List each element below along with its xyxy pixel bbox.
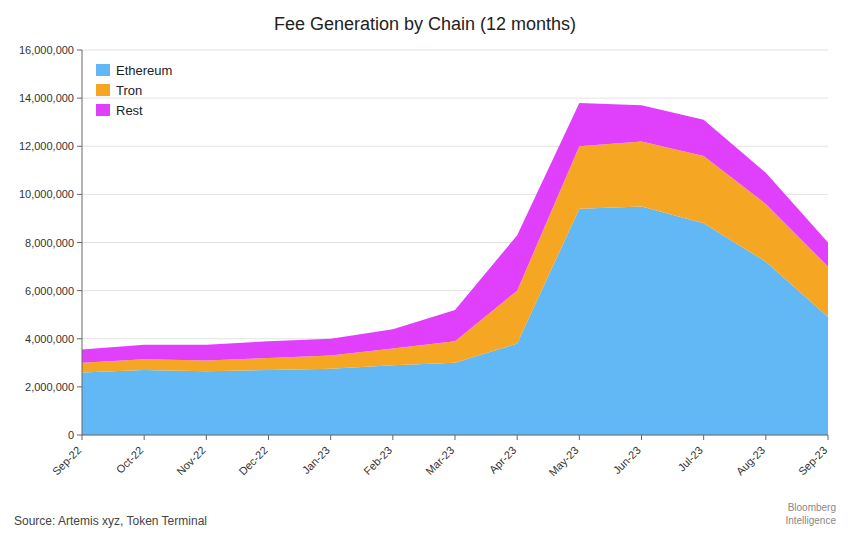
y-tick bbox=[77, 50, 82, 51]
x-tick bbox=[765, 435, 766, 440]
grid-line bbox=[82, 50, 828, 51]
y-tick-label: 6,000,000 bbox=[25, 285, 74, 297]
y-tick bbox=[77, 194, 82, 195]
x-tick bbox=[641, 435, 642, 440]
source-note: Source: Artemis xyz, Token Terminal bbox=[14, 514, 207, 528]
x-tick bbox=[517, 435, 518, 440]
x-tick-label: Sep-23 bbox=[796, 444, 830, 478]
area bbox=[82, 103, 828, 363]
y-tick bbox=[77, 290, 82, 291]
legend-label: Rest bbox=[116, 103, 143, 118]
y-tick-label: 0 bbox=[68, 429, 74, 441]
x-tick bbox=[828, 435, 829, 440]
y-tick bbox=[77, 435, 82, 436]
x-tick bbox=[144, 435, 145, 440]
x-tick bbox=[392, 435, 393, 440]
x-tick bbox=[330, 435, 331, 440]
x-tick-label: May-23 bbox=[546, 444, 580, 478]
x-tick bbox=[579, 435, 580, 440]
y-axis: 0 2,000,000 4,000,000 6,000,000 8,000,000 10,… bbox=[19, 44, 828, 441]
y-tick-label: 8,000,000 bbox=[25, 237, 74, 249]
y-tick-label: 12,000,000 bbox=[19, 140, 74, 152]
grid-line bbox=[82, 98, 828, 99]
legend: Ethereum Tron Rest bbox=[96, 63, 172, 118]
title: Fee Generation by Chain (12 months) bbox=[274, 14, 576, 34]
x-tick-label: Apr-23 bbox=[487, 444, 519, 476]
x-tick bbox=[268, 435, 269, 440]
x-tick bbox=[82, 435, 83, 440]
y-tick-label: 10,000,000 bbox=[19, 188, 74, 200]
x-tick-label: Jan-23 bbox=[300, 444, 332, 476]
y-tick bbox=[77, 338, 82, 339]
x-tick-label: Nov-22 bbox=[174, 444, 208, 478]
y-tick-label: 14,000,000 bbox=[19, 92, 74, 104]
y-axis-line bbox=[82, 50, 83, 435]
areas bbox=[82, 103, 828, 435]
y-tick-label: 4,000,000 bbox=[25, 333, 74, 345]
x-tick-label: Oct-22 bbox=[114, 444, 146, 476]
legend-swatch bbox=[96, 64, 110, 76]
x-tick-label: Dec-22 bbox=[236, 444, 270, 478]
y-tick bbox=[77, 98, 82, 99]
y-tick bbox=[77, 386, 82, 387]
x-tick bbox=[206, 435, 207, 440]
x-tick-label: Jul-23 bbox=[675, 444, 705, 474]
x-tick bbox=[703, 435, 704, 440]
x-tick-label: Jun-23 bbox=[611, 444, 643, 476]
x-tick-label: Feb-23 bbox=[361, 444, 394, 477]
x-tick-label: Sep-22 bbox=[50, 444, 84, 478]
y-tick bbox=[77, 146, 82, 147]
watermark: BloombergIntelligence bbox=[785, 502, 836, 526]
legend-label: Ethereum bbox=[116, 63, 172, 78]
y-tick-label: 16,000,000 bbox=[19, 44, 74, 56]
x-axis: Sep-22 Oct-22 Nov-22 Dec-22 Jan-23 Feb-23 Mar-… bbox=[50, 435, 830, 478]
legend-swatch bbox=[96, 104, 110, 116]
x-tick-label: Aug-23 bbox=[734, 444, 768, 478]
y-tick bbox=[77, 242, 82, 243]
legend-swatch bbox=[96, 84, 110, 96]
legend-label: Tron bbox=[116, 83, 142, 98]
x-tick-label: Mar-23 bbox=[423, 444, 456, 477]
x-tick bbox=[455, 435, 456, 440]
y-tick-label: 2,000,000 bbox=[25, 381, 74, 393]
chart: Fee Generation by Chain (12 months) 0 2,00… bbox=[0, 0, 850, 537]
